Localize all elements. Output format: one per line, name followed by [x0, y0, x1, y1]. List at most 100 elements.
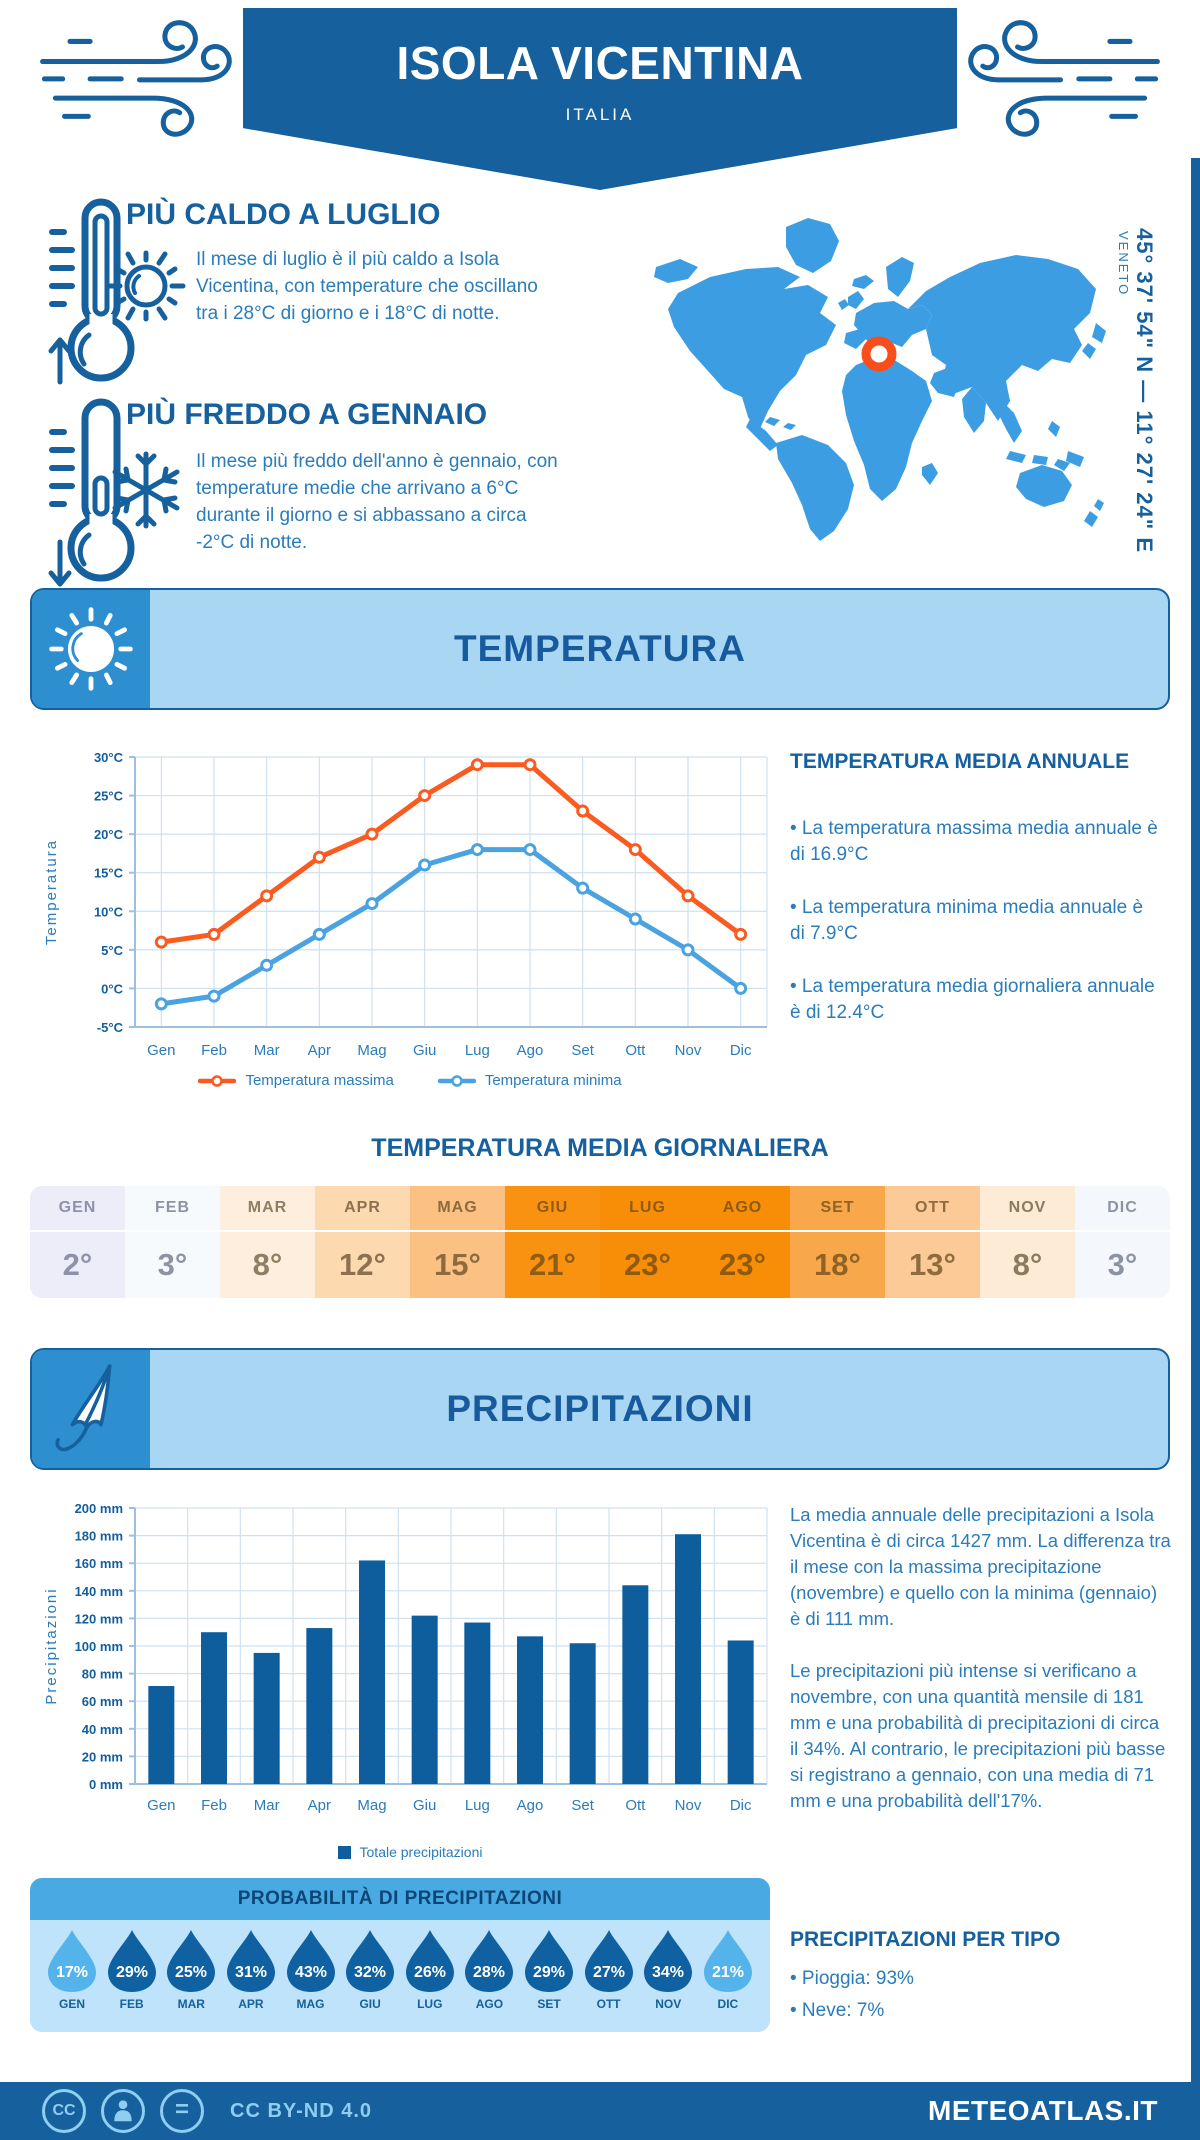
- svg-text:Apr: Apr: [308, 1797, 331, 1814]
- precipitation-type-heading: PRECIPITAZIONI PER TIPO: [790, 1928, 1061, 1951]
- svg-text:Nov: Nov: [675, 1797, 702, 1814]
- probability-droplet: 21% DIC: [702, 1928, 754, 2028]
- svg-text:Giu: Giu: [413, 1797, 436, 1814]
- svg-text:40 mm: 40 mm: [82, 1722, 123, 1737]
- probability-droplet: 29% SET: [523, 1928, 575, 2028]
- annual-temperature-bullet: • La temperatura minima media annuale è …: [790, 897, 1144, 944]
- precipitation-type-block: PRECIPITAZIONI PER TIPO • Pioggia: 93% •…: [790, 1928, 1172, 2032]
- precipitation-bar: [569, 1643, 596, 1784]
- precipitation-bar: [306, 1628, 333, 1784]
- droplet-month-label: MAR: [177, 1997, 205, 2011]
- precipitation-bar: [148, 1686, 175, 1784]
- svg-text:31%: 31%: [235, 1964, 267, 1981]
- thermometer-down-icon: [48, 398, 135, 587]
- droplet-icon: 31%: [226, 1930, 275, 1992]
- annual-temperature-bullet: • La temperatura media giornaliera annua…: [790, 976, 1155, 1023]
- droplet-month-label: MAG: [296, 1997, 325, 2011]
- hot-month-title: PIÙ CALDO A LUGLIO: [126, 198, 441, 231]
- month-column: MAR 8°: [220, 1186, 315, 1298]
- month-column: AGO 23°: [695, 1186, 790, 1298]
- legend-line-swatch: [198, 1074, 237, 1087]
- precipitation-bar: [517, 1636, 543, 1784]
- month-header: MAG: [410, 1186, 505, 1232]
- location-marker-icon: [861, 336, 897, 372]
- month-column: NOV 8°: [980, 1186, 1075, 1298]
- wind-icon-left: [40, 20, 232, 137]
- droplet-icon: 21%: [703, 1930, 752, 1992]
- svg-text:Set: Set: [571, 1042, 594, 1059]
- month-header: MAR: [220, 1186, 315, 1232]
- world-map-continents: [654, 218, 1106, 541]
- svg-text:80 mm: 80 mm: [82, 1667, 123, 1682]
- annual-temperature-heading: TEMPERATURA MEDIA ANNUALE: [790, 750, 1130, 773]
- svg-text:Temperatura: Temperatura: [43, 839, 60, 945]
- droplet-month-label: FEB: [119, 1997, 144, 2011]
- svg-text:32%: 32%: [354, 1964, 386, 1981]
- attribution-person-icon: [101, 2089, 145, 2133]
- month-column: DIC 3°: [1075, 1186, 1170, 1298]
- month-mean-temperature: 13°: [909, 1247, 956, 1282]
- svg-text:20 mm: 20 mm: [82, 1749, 123, 1764]
- svg-text:0 mm: 0 mm: [89, 1777, 123, 1792]
- droplet-month-label: AGO: [475, 1997, 504, 2011]
- legend-label: Temperatura massima: [245, 1072, 394, 1089]
- month-mean-temperature: 21°: [529, 1247, 576, 1282]
- sun-banner-icon: [49, 607, 133, 691]
- probability-droplet: 26% LUG: [404, 1928, 456, 2028]
- month-header: LUG: [600, 1186, 695, 1232]
- month-mean-temperature: 12°: [339, 1247, 386, 1282]
- svg-text:Dic: Dic: [730, 1797, 752, 1814]
- month-column: GIU 21°: [505, 1186, 600, 1298]
- legend-line-swatch: [437, 1074, 476, 1087]
- right-accent-rule: [1191, 158, 1200, 2082]
- month-mean-temperature: 8°: [1012, 1247, 1043, 1282]
- svg-text:60 mm: 60 mm: [82, 1694, 123, 1709]
- probability-droplet: 43% MAG: [285, 1928, 337, 2028]
- precipitation-banner-title: PRECIPITAZIONI: [446, 1388, 754, 1429]
- month-mean-temperature: 15°: [434, 1247, 481, 1282]
- month-mean-temperature: 18°: [814, 1247, 861, 1282]
- temperature-banner-icon-box: [32, 590, 150, 708]
- svg-text:10°C: 10°C: [94, 904, 124, 919]
- droplet-month-label: LUG: [417, 1997, 443, 2011]
- page-subtitle: ITALIA: [565, 105, 635, 124]
- droplet-icon: 34%: [644, 1930, 693, 1992]
- cold-month-text: Il mese più freddo dell'anno è gennaio, …: [196, 451, 558, 553]
- footer: CC = CC BY-ND 4.0 METEOATLAS.IT: [0, 2082, 1200, 2140]
- month-column: MAG 15°: [410, 1186, 505, 1298]
- precipitation-bar: [359, 1560, 385, 1784]
- sun-icon: [106, 250, 186, 322]
- svg-text:17%: 17%: [56, 1964, 88, 1981]
- no-derivatives-icon: =: [160, 2089, 204, 2133]
- svg-text:Lug: Lug: [465, 1042, 490, 1059]
- snowflake-icon: [112, 451, 180, 529]
- probability-droplet: 17% GEN: [46, 1928, 98, 2028]
- svg-text:30°C: 30°C: [94, 750, 124, 765]
- location-marker-center: [870, 345, 888, 363]
- site-label: METEOATLAS.IT: [928, 2095, 1158, 2126]
- region-label: VENETO: [1116, 231, 1131, 297]
- month-column: FEB 3°: [125, 1186, 220, 1298]
- header-banner: ISOLA VICENTINA ITALIA: [243, 8, 957, 190]
- droplet-month-label: GIU: [359, 1997, 381, 2011]
- month-mean-temperature: 23°: [624, 1247, 671, 1282]
- svg-text:Dic: Dic: [730, 1042, 752, 1059]
- svg-text:Nov: Nov: [675, 1042, 702, 1059]
- droplet-month-label: GEN: [58, 1997, 85, 2011]
- precipitation-summary: La media annuale delle precipitazioni a …: [790, 1502, 1172, 1840]
- legend-square-swatch: [337, 1845, 351, 1859]
- svg-text:28%: 28%: [473, 1964, 505, 1981]
- annual-temperature-block: TEMPERATURA MEDIA ANNUALE • La temperatu…: [790, 750, 1158, 1053]
- svg-text:29%: 29%: [116, 1964, 148, 1981]
- legend-item: Temperatura massima: [198, 1072, 394, 1089]
- droplet-icon: 26%: [405, 1930, 454, 1992]
- annual-temperature-bullet: • La temperatura massima media annuale è…: [790, 818, 1158, 865]
- month-mean-temperature: 8°: [252, 1247, 283, 1282]
- svg-text:21%: 21%: [712, 1964, 744, 1981]
- coordinates-block: 45° 37' 54" N — 11° 27' 24" E VENETO: [1116, 228, 1157, 553]
- svg-text:Ago: Ago: [517, 1042, 544, 1059]
- monthly-temperature-table: GEN 2° FEB 3° MAR 8° APR 12° MAG 15° GIU 21° LUG 23° A…: [30, 1186, 1170, 1298]
- month-column: OTT 13°: [885, 1186, 980, 1298]
- svg-text:25%: 25%: [175, 1964, 207, 1981]
